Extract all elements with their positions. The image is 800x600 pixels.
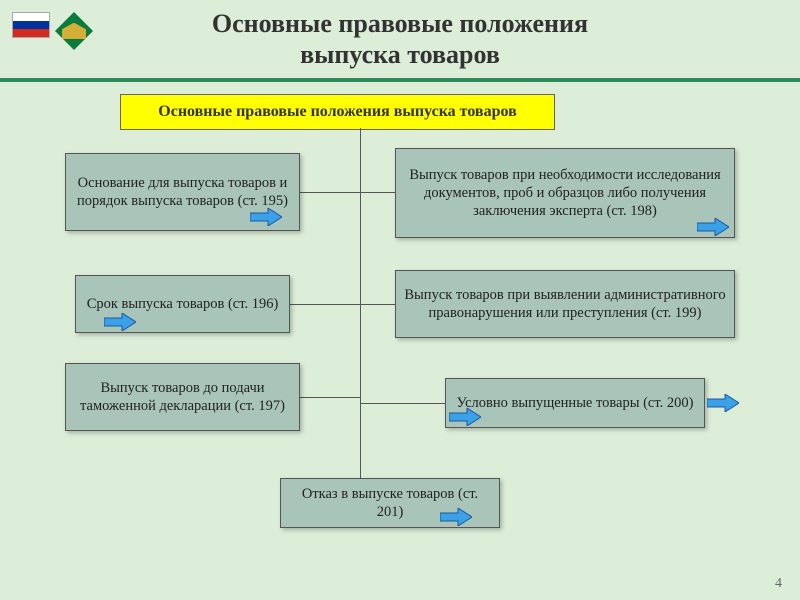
title-line-2: выпуска товаров (300, 40, 500, 69)
connector-199 (360, 304, 395, 305)
page-title: Основные правовые положения выпуска това… (0, 8, 800, 70)
subtitle-box: Основные правовые положения выпуска това… (120, 94, 555, 130)
arrow-icon-196 (104, 313, 136, 331)
connector-196 (290, 304, 360, 305)
box-article-199: Выпуск товаров при выявлении администрат… (395, 270, 735, 338)
title-underline (0, 78, 800, 82)
arrow-icon-200a (449, 408, 481, 426)
arrow-icon-195 (250, 208, 282, 226)
title-line-1: Основные правовые положения (212, 9, 588, 38)
box-article-200: Условно выпущенные товары (ст. 200) (445, 378, 705, 428)
connector-197 (300, 397, 360, 398)
connector-198 (360, 192, 395, 193)
box-article-197: Выпуск товаров до подачи таможенной декл… (65, 363, 300, 431)
connector-195 (300, 192, 360, 193)
arrow-icon-200b (707, 394, 739, 412)
connector-200 (360, 403, 445, 404)
arrow-icon-201 (440, 508, 472, 526)
page-number: 4 (775, 576, 782, 592)
arrow-icon-198 (697, 218, 729, 236)
box-article-198: Выпуск товаров при необходимости исследо… (395, 148, 735, 238)
connector-vertical (360, 128, 361, 478)
